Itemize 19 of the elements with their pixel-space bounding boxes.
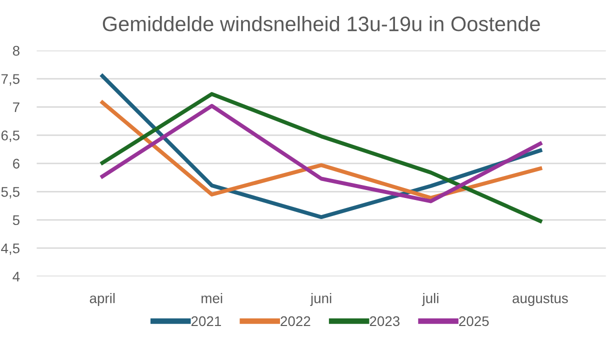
- y-tick-label: 5,5: [1, 187, 20, 198]
- y-tick-label: 4: [12, 272, 20, 282]
- x-tick-label: juni: [310, 293, 332, 306]
- x-tick-label: augustus: [512, 294, 568, 306]
- y-tick-label: 5: [12, 215, 20, 226]
- x-tick-label: juli: [422, 293, 438, 306]
- legend-label: 2025: [459, 316, 489, 326]
- x-tick-label: april: [90, 293, 115, 306]
- legend-label: 2021: [191, 316, 221, 326]
- chart-title: Gemiddelde windsnelheid 13u-19u in Oostende: [102, 16, 540, 32]
- y-tick-label: 7,5: [1, 74, 20, 86]
- y-tick-label: 7: [13, 102, 20, 112]
- y-tick-label: 6,5: [1, 130, 20, 142]
- y-tick-label: 6: [13, 158, 20, 169]
- legend-label: 2022: [280, 316, 310, 326]
- y-tick-label: 4,5: [1, 244, 20, 255]
- x-tick-label: mei: [202, 293, 222, 304]
- legend-label: 2023: [370, 316, 400, 326]
- y-tick-label: 8: [12, 46, 20, 56]
